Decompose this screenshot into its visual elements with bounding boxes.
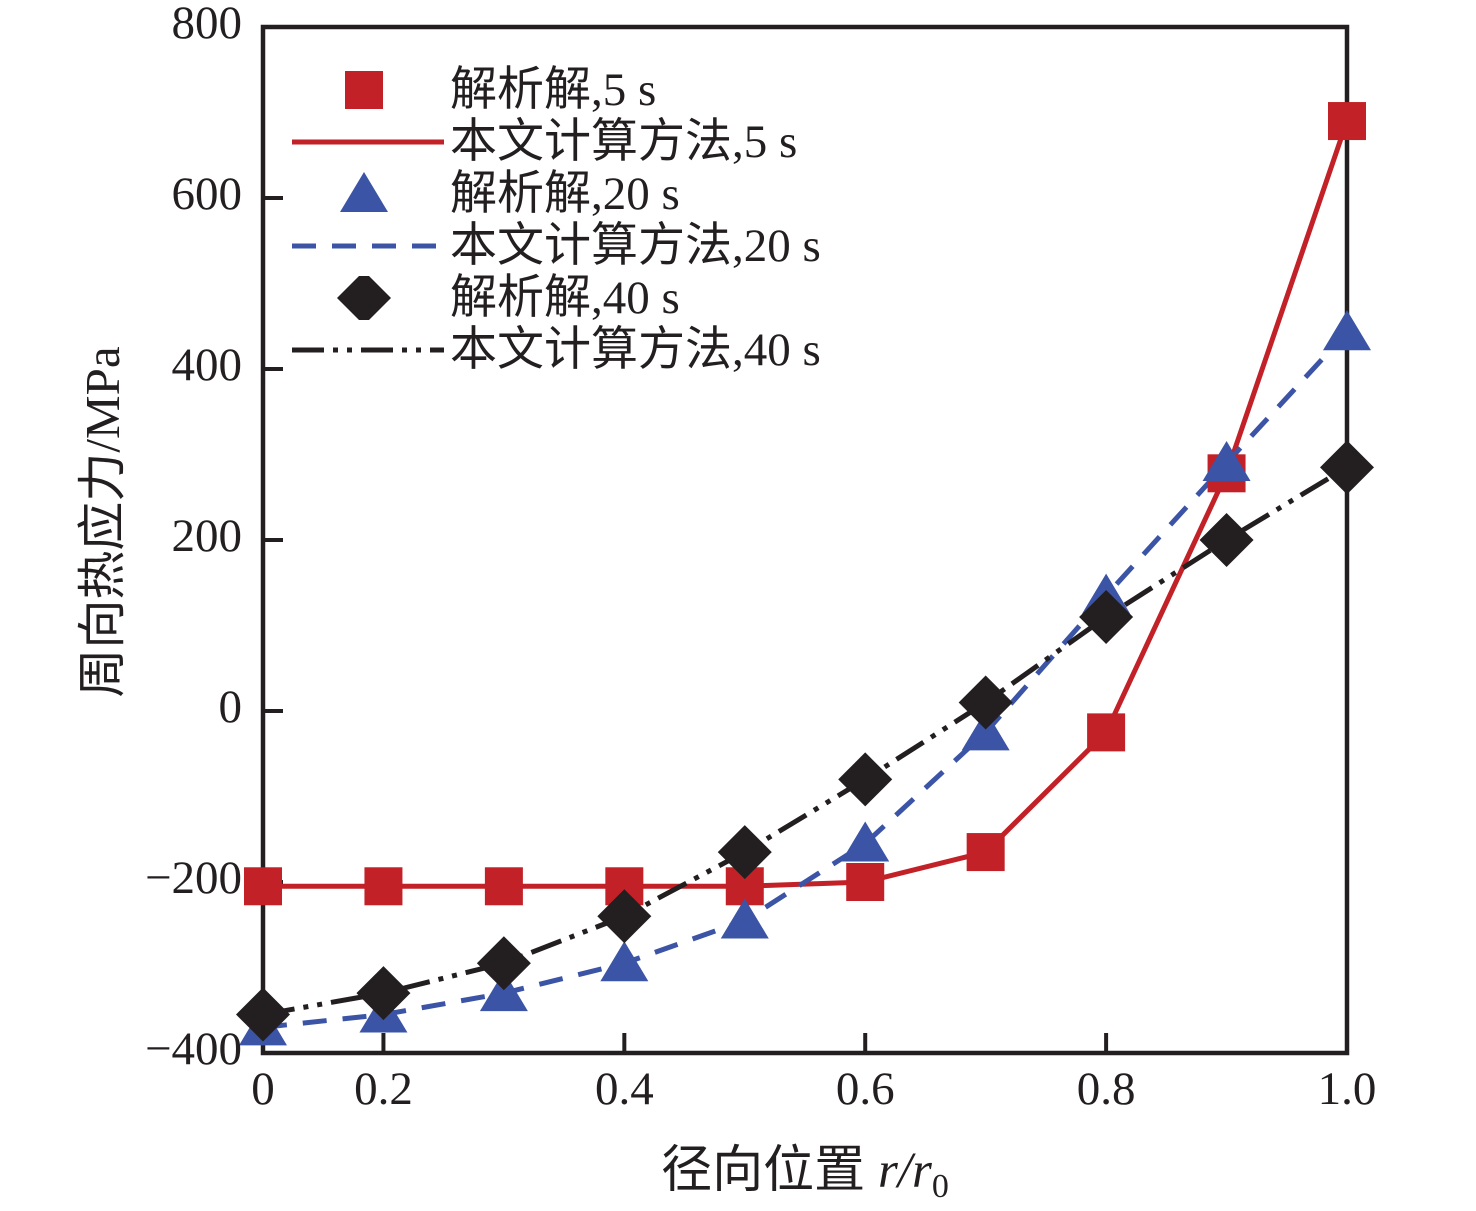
diamond-marker <box>838 752 893 807</box>
x-tick-label: 0.6 <box>835 1063 895 1115</box>
series-markers <box>236 440 1374 1042</box>
legend-swatch-graphic <box>337 271 391 325</box>
legend-swatch-graphic <box>292 139 444 145</box>
square-marker <box>966 833 1005 872</box>
legend-row-method-20s: 本文计算方法,20 s <box>292 220 821 272</box>
legend-swatch-graphic <box>292 347 444 353</box>
square-marker <box>244 867 282 906</box>
diamond-marker <box>337 271 391 325</box>
y-tick-label: −400 <box>144 1023 242 1075</box>
triangle-marker <box>1323 310 1371 351</box>
x-tick-label: 0.8 <box>1076 1063 1136 1115</box>
square-marker <box>1328 102 1366 141</box>
x-tick-label: 0 <box>251 1063 275 1115</box>
square-marker <box>484 867 523 906</box>
x-axis-title: 径向位置 r/r0 <box>505 1128 1105 1206</box>
square-marker <box>846 863 885 901</box>
y-tick-label: 400 <box>171 339 243 391</box>
square-marker <box>364 867 403 906</box>
series-line <box>262 330 1349 1030</box>
x-tick-label: 0.4 <box>594 1063 654 1115</box>
square-marker <box>345 71 383 109</box>
diamond-marker <box>1320 440 1374 495</box>
x-axis-title-variable: r/r <box>877 1143 932 1199</box>
triangle-marker <box>600 941 649 982</box>
legend-row-analytic-40s: 解析解,40 s <box>292 271 821 325</box>
diamond-marker <box>356 966 411 1021</box>
legend-label-analytic-5s: 解析解,5 s <box>450 64 657 116</box>
legend-row-method-5s: 本文计算方法,5 s <box>292 116 821 168</box>
triangle-marker <box>1202 441 1251 482</box>
y-tick-label: 200 <box>171 510 243 562</box>
diamond-marker-icon <box>292 271 450 325</box>
x-axis-title-text: 径向位置 <box>661 1143 878 1199</box>
triangle-marker <box>961 710 1010 751</box>
y-tick-label: 0 <box>218 681 243 733</box>
legend-swatch-graphic <box>340 172 388 212</box>
triangle-marker <box>340 172 388 212</box>
legend-label-analytic-40s: 解析解,40 s <box>450 272 680 324</box>
triangle-marker <box>479 971 528 1012</box>
legend-label-method-20s: 本文计算方法,20 s <box>450 220 821 272</box>
legend-row-analytic-5s: 解析解,5 s <box>292 64 821 116</box>
solid-line-icon <box>292 120 450 164</box>
legend-label-analytic-20s: 解析解,20 s <box>450 168 680 220</box>
x-tick-label: 0.2 <box>354 1063 413 1115</box>
legend: 解析解,5 s 本文计算方法,5 s 解析解,20 s 本文计算方法,20 s … <box>292 64 821 376</box>
dashed-line-icon <box>292 224 450 268</box>
marker-series <box>236 102 1374 1046</box>
legend-row-analytic-20s: 解析解,20 s <box>292 168 821 220</box>
y-tick-label: −200 <box>144 852 242 904</box>
x-axis-title-subscript: 0 <box>931 1168 949 1205</box>
legend-swatch-graphic <box>345 71 383 109</box>
square-marker-icon <box>292 68 450 112</box>
legend-label-method-40s: 本文计算方法,40 s <box>450 324 821 376</box>
legend-row-method-40s: 本文计算方法,40 s <box>292 324 821 376</box>
series-line <box>262 465 1349 1017</box>
diamond-marker <box>1079 589 1134 644</box>
y-tick-label: 600 <box>171 168 243 220</box>
triangle-marker <box>720 898 769 939</box>
diamond-marker <box>1199 513 1254 567</box>
x-tick-label: 1.0 <box>1317 1063 1377 1115</box>
square-marker <box>1087 713 1126 752</box>
diamond-marker <box>597 889 652 944</box>
y-tick-label: 800 <box>171 0 243 49</box>
line-series <box>262 120 1350 1030</box>
diamond-marker <box>958 675 1013 730</box>
diamond-marker <box>717 825 772 880</box>
triangle-marker-icon <box>292 172 450 216</box>
triangle-marker <box>841 821 890 862</box>
legend-label-method-5s: 本文计算方法,5 s <box>450 116 798 168</box>
dash-dot-dot-line-icon <box>292 328 450 372</box>
diamond-marker <box>476 936 531 991</box>
diamond-marker <box>236 987 290 1042</box>
series-markers <box>239 310 1371 1046</box>
legend-swatch-graphic <box>292 243 444 249</box>
y-axis-title: 周向热应力/MPa <box>75 346 130 698</box>
